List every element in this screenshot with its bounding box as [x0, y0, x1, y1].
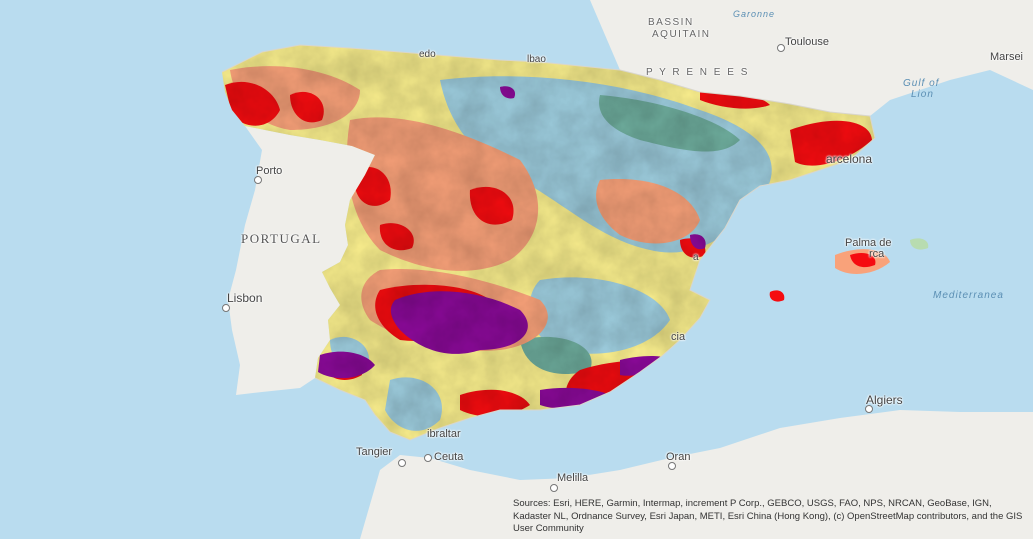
label-marseille: Marsei	[990, 51, 1024, 63]
label-lisbon: Lisbon	[227, 291, 263, 305]
tangier-marker-icon	[398, 459, 406, 467]
label-pyrenees: P Y R E N E E S	[646, 67, 750, 78]
map-attribution: Sources: Esri, HERE, Garmin, Intermap, i…	[513, 498, 1023, 534]
oran-marker-icon	[668, 462, 676, 470]
ibiza-heatmap	[769, 290, 785, 302]
label-gibraltar: ibraltar	[427, 428, 461, 440]
label-barcelona: arcelona	[826, 152, 873, 166]
melilla-marker-icon	[550, 484, 558, 492]
label-toulouse: Toulouse	[785, 36, 830, 48]
label-portugal: PORTUGAL	[241, 231, 322, 246]
label-melilla: Melilla	[557, 472, 589, 484]
label-mediterranean: Mediterranea	[933, 290, 1004, 301]
label-tangier: Tangier	[356, 446, 393, 458]
label-aquitain: AQUITAIN	[652, 29, 711, 40]
france-land	[590, 0, 1033, 116]
label-oviedo: edo	[419, 49, 436, 60]
label-algiers: Algiers	[866, 393, 903, 407]
label-lion: Lion	[911, 89, 934, 100]
label-gulf-of: Gulf of	[903, 78, 940, 89]
ceuta-marker-icon	[424, 454, 432, 462]
label-bassin: BASSIN	[648, 17, 694, 28]
spain-coastline	[221, 44, 876, 441]
north-africa-land	[360, 410, 1033, 539]
lisbon-marker-icon	[222, 304, 230, 312]
label-oran: Oran	[666, 451, 691, 463]
label-bilbao: lbao	[527, 54, 546, 65]
label-palma: Palma de	[845, 237, 892, 249]
menorca-heatmap	[910, 238, 929, 250]
portugal-land	[225, 52, 375, 395]
label-garonne: Garonne	[733, 9, 776, 19]
label-mallorca: rca	[869, 248, 885, 260]
algiers-marker-icon	[865, 405, 873, 413]
porto-marker-icon	[254, 176, 262, 184]
label-valencia: cia	[671, 331, 686, 343]
label-valencia-v: a	[693, 252, 699, 263]
label-porto: Porto	[256, 165, 283, 177]
label-ceuta: Ceuta	[434, 451, 464, 463]
mallorca-red-zone	[850, 253, 876, 268]
toulouse-marker-icon	[777, 44, 785, 52]
